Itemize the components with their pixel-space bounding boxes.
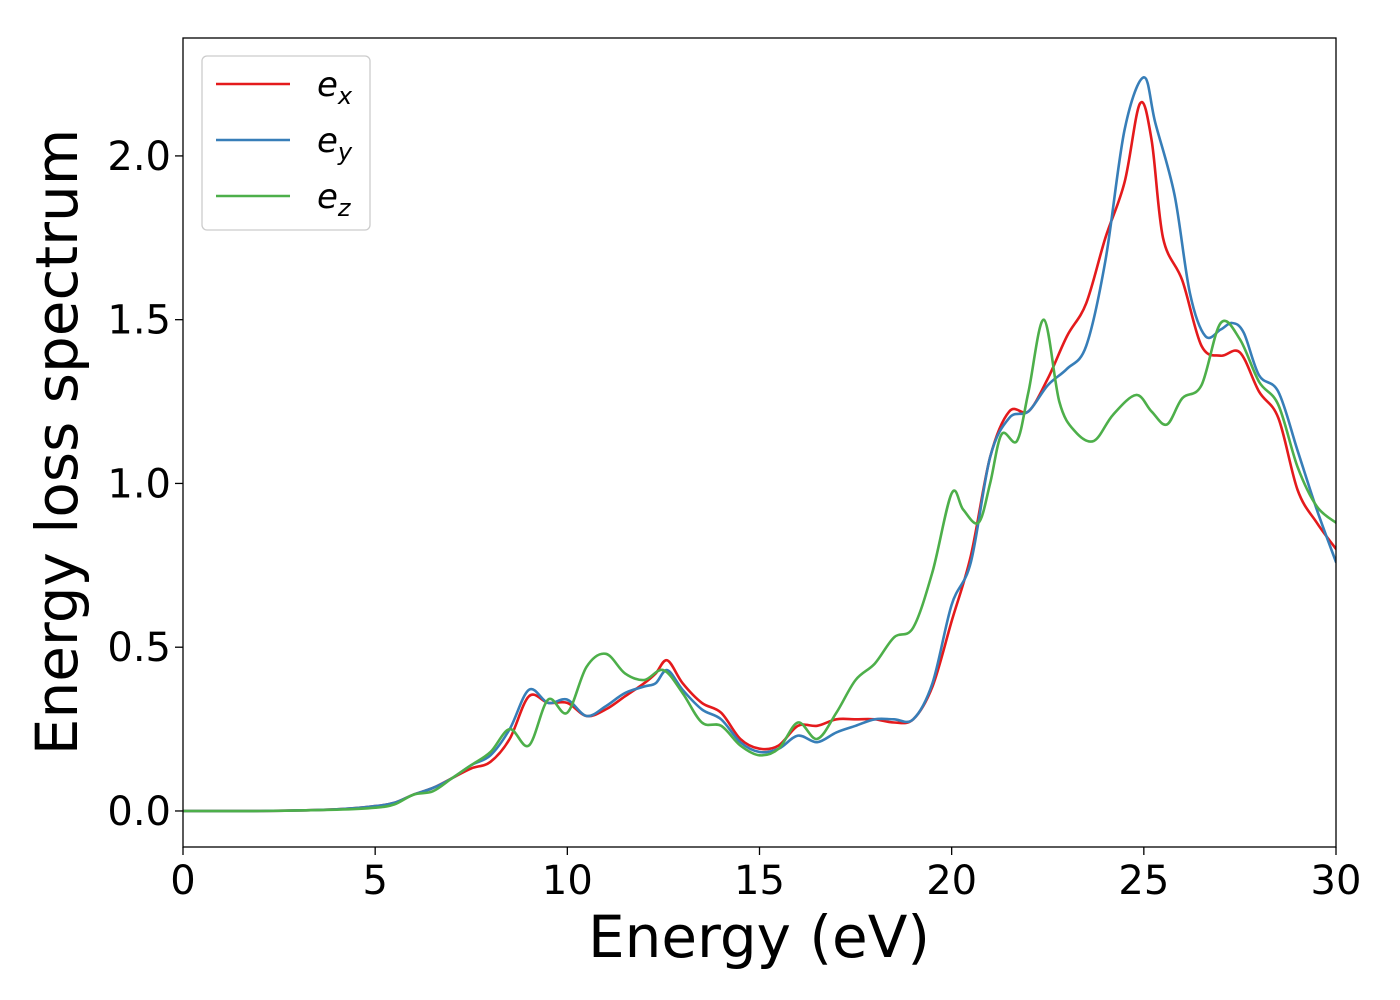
series-line-ez — [183, 318, 1336, 813]
y-tick-label: 0.5 — [107, 625, 171, 671]
legend-label-ey: ey — [317, 121, 353, 166]
y-tick-label: 1.0 — [107, 461, 171, 507]
x-axis: 0 5 10 15 20 25 30 — [170, 847, 1361, 904]
legend-label-ez: ez — [317, 177, 352, 222]
y-tick-label: 1.5 — [107, 298, 171, 344]
legend-label-main: e — [317, 65, 338, 105]
x-tick-label: 15 — [734, 858, 785, 904]
y-axis: 0.0 0.5 1.0 1.5 2.0 — [107, 134, 183, 835]
series-layer — [183, 75, 1336, 813]
y-tick-label: 2.0 — [107, 134, 171, 180]
x-tick-label: 25 — [1118, 858, 1169, 904]
x-tick-label: 30 — [1311, 858, 1362, 904]
series-line-ey — [183, 75, 1336, 813]
legend-label-subscript: y — [337, 138, 353, 166]
legend-label-subscript: x — [337, 82, 353, 110]
y-axis-label: Energy loss spectrum — [23, 129, 91, 755]
legend-label-main: e — [317, 121, 338, 161]
y-tick-label: 0.0 — [107, 789, 171, 835]
legend-label-subscript: z — [337, 194, 352, 222]
x-tick-label: 5 — [362, 858, 387, 904]
x-tick-label: 0 — [170, 858, 195, 904]
x-axis-label: Energy (eV) — [588, 903, 930, 971]
x-tick-label: 20 — [926, 858, 977, 904]
x-tick-label: 10 — [542, 858, 593, 904]
legend-label-main: e — [317, 177, 338, 217]
legend-label-ex: ex — [317, 65, 353, 110]
legend-box — [201, 55, 371, 231]
series-line-ex — [183, 100, 1336, 813]
